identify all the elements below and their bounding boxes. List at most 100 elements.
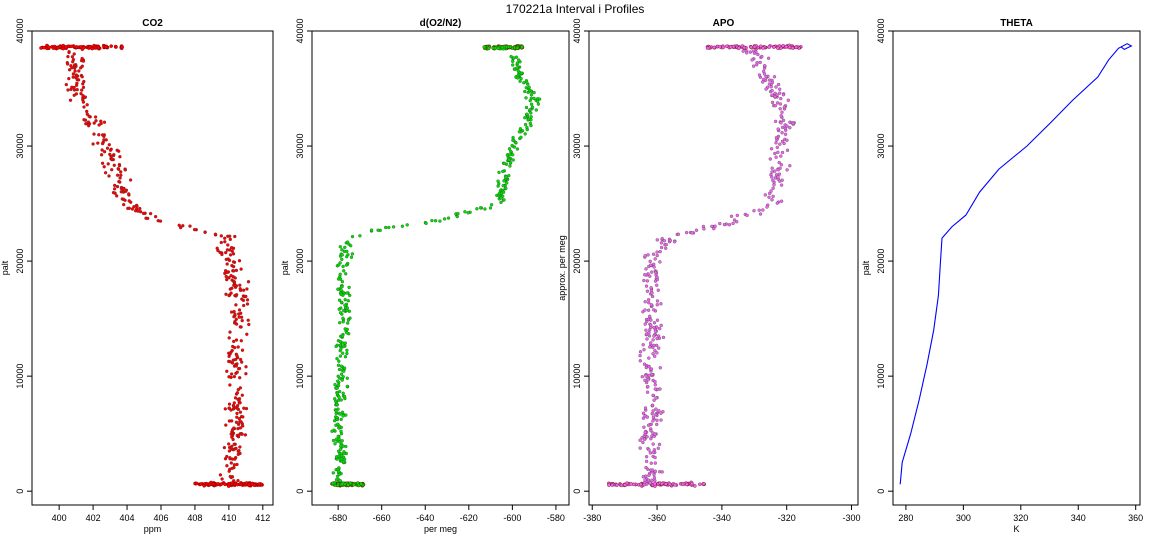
data-point bbox=[199, 482, 203, 486]
data-point bbox=[109, 44, 113, 48]
data-point bbox=[340, 257, 344, 262]
data-point bbox=[499, 200, 503, 205]
data-point bbox=[341, 320, 345, 324]
data-point bbox=[641, 440, 645, 445]
data-point bbox=[780, 110, 784, 114]
data-point bbox=[779, 183, 784, 187]
data-point bbox=[718, 45, 722, 49]
data-point bbox=[774, 85, 778, 89]
data-point bbox=[376, 228, 380, 232]
data-point bbox=[153, 214, 158, 219]
data-point bbox=[515, 61, 520, 65]
data-point bbox=[338, 389, 342, 394]
data-point bbox=[346, 299, 350, 303]
data-point bbox=[336, 379, 340, 383]
data-point bbox=[769, 189, 773, 193]
data-point bbox=[778, 87, 782, 91]
plot-frame bbox=[31, 30, 274, 506]
data-point bbox=[705, 46, 710, 50]
data-point bbox=[335, 391, 340, 395]
data-point bbox=[118, 180, 122, 184]
data-point bbox=[655, 277, 660, 282]
data-point bbox=[82, 79, 86, 84]
data-point bbox=[213, 232, 218, 236]
data-point bbox=[528, 108, 532, 112]
data-point bbox=[80, 88, 84, 92]
data-point bbox=[236, 422, 241, 427]
x-axis-label: K bbox=[1013, 524, 1019, 534]
data-point bbox=[652, 308, 656, 312]
data-point bbox=[655, 418, 659, 422]
data-point bbox=[761, 80, 765, 84]
data-point bbox=[511, 138, 515, 142]
data-point bbox=[241, 415, 245, 419]
data-point bbox=[339, 364, 344, 368]
y-tick-label: 10000 bbox=[295, 364, 305, 389]
data-point bbox=[647, 373, 651, 377]
data-point bbox=[235, 411, 239, 416]
y-tick-label: 30000 bbox=[15, 134, 25, 159]
data-point bbox=[233, 457, 237, 461]
data-point bbox=[769, 147, 774, 151]
data-point bbox=[236, 345, 240, 349]
data-point bbox=[657, 409, 661, 413]
data-point bbox=[643, 478, 647, 482]
data-point bbox=[68, 98, 73, 102]
data-point bbox=[653, 478, 657, 483]
data-point bbox=[770, 166, 774, 170]
x-axis-label: per meg bbox=[424, 524, 457, 534]
data-point bbox=[788, 164, 792, 168]
data-point bbox=[338, 479, 342, 483]
y-tick-label: 30000 bbox=[295, 134, 305, 159]
data-point bbox=[226, 243, 230, 247]
data-point bbox=[234, 322, 239, 326]
data-point bbox=[779, 199, 784, 203]
data-point bbox=[662, 239, 667, 243]
data-point bbox=[742, 45, 747, 50]
data-point bbox=[653, 461, 657, 465]
data-point bbox=[537, 97, 542, 101]
data-point bbox=[112, 163, 116, 167]
data-point bbox=[239, 482, 244, 487]
data-point bbox=[335, 402, 339, 407]
data-point bbox=[642, 437, 647, 441]
data-point bbox=[648, 263, 653, 267]
data-point bbox=[228, 234, 232, 238]
x-tick-label: 406 bbox=[153, 513, 168, 523]
data-point bbox=[529, 123, 533, 128]
data-point bbox=[638, 482, 643, 487]
panel-2: -680 -660 -640 -620 -600 -580 per meg 0 10000 200… bbox=[280, 18, 570, 534]
y-axis: 0 10000 20000 30000 40000 approx. per meg bbox=[557, 18, 589, 494]
data-point bbox=[342, 249, 347, 254]
data-point bbox=[502, 179, 506, 183]
data-point bbox=[524, 86, 528, 90]
data-point bbox=[694, 228, 699, 232]
data-point bbox=[643, 308, 647, 312]
data-point bbox=[659, 245, 664, 250]
data-point bbox=[778, 107, 782, 111]
data-point bbox=[518, 79, 522, 83]
data-point bbox=[788, 126, 792, 130]
data-point bbox=[232, 442, 236, 446]
data-point bbox=[501, 190, 506, 194]
data-point bbox=[507, 147, 512, 151]
data-point bbox=[610, 483, 615, 487]
data-point bbox=[508, 161, 513, 165]
data-point bbox=[232, 479, 236, 483]
data-point bbox=[247, 322, 251, 327]
data-point bbox=[232, 404, 236, 409]
data-point bbox=[339, 372, 344, 376]
data-point bbox=[643, 254, 647, 258]
data-point bbox=[235, 391, 240, 395]
data-point bbox=[641, 411, 646, 415]
x-tick-label: -660 bbox=[373, 513, 391, 523]
data-point bbox=[341, 375, 345, 379]
x-tick-label: 360 bbox=[1128, 513, 1143, 523]
data-point bbox=[523, 122, 528, 127]
data-point bbox=[657, 346, 661, 350]
data-point bbox=[345, 255, 349, 259]
data-point bbox=[223, 482, 227, 487]
data-point bbox=[651, 345, 655, 350]
data-point bbox=[655, 351, 659, 355]
data-point bbox=[218, 250, 222, 255]
